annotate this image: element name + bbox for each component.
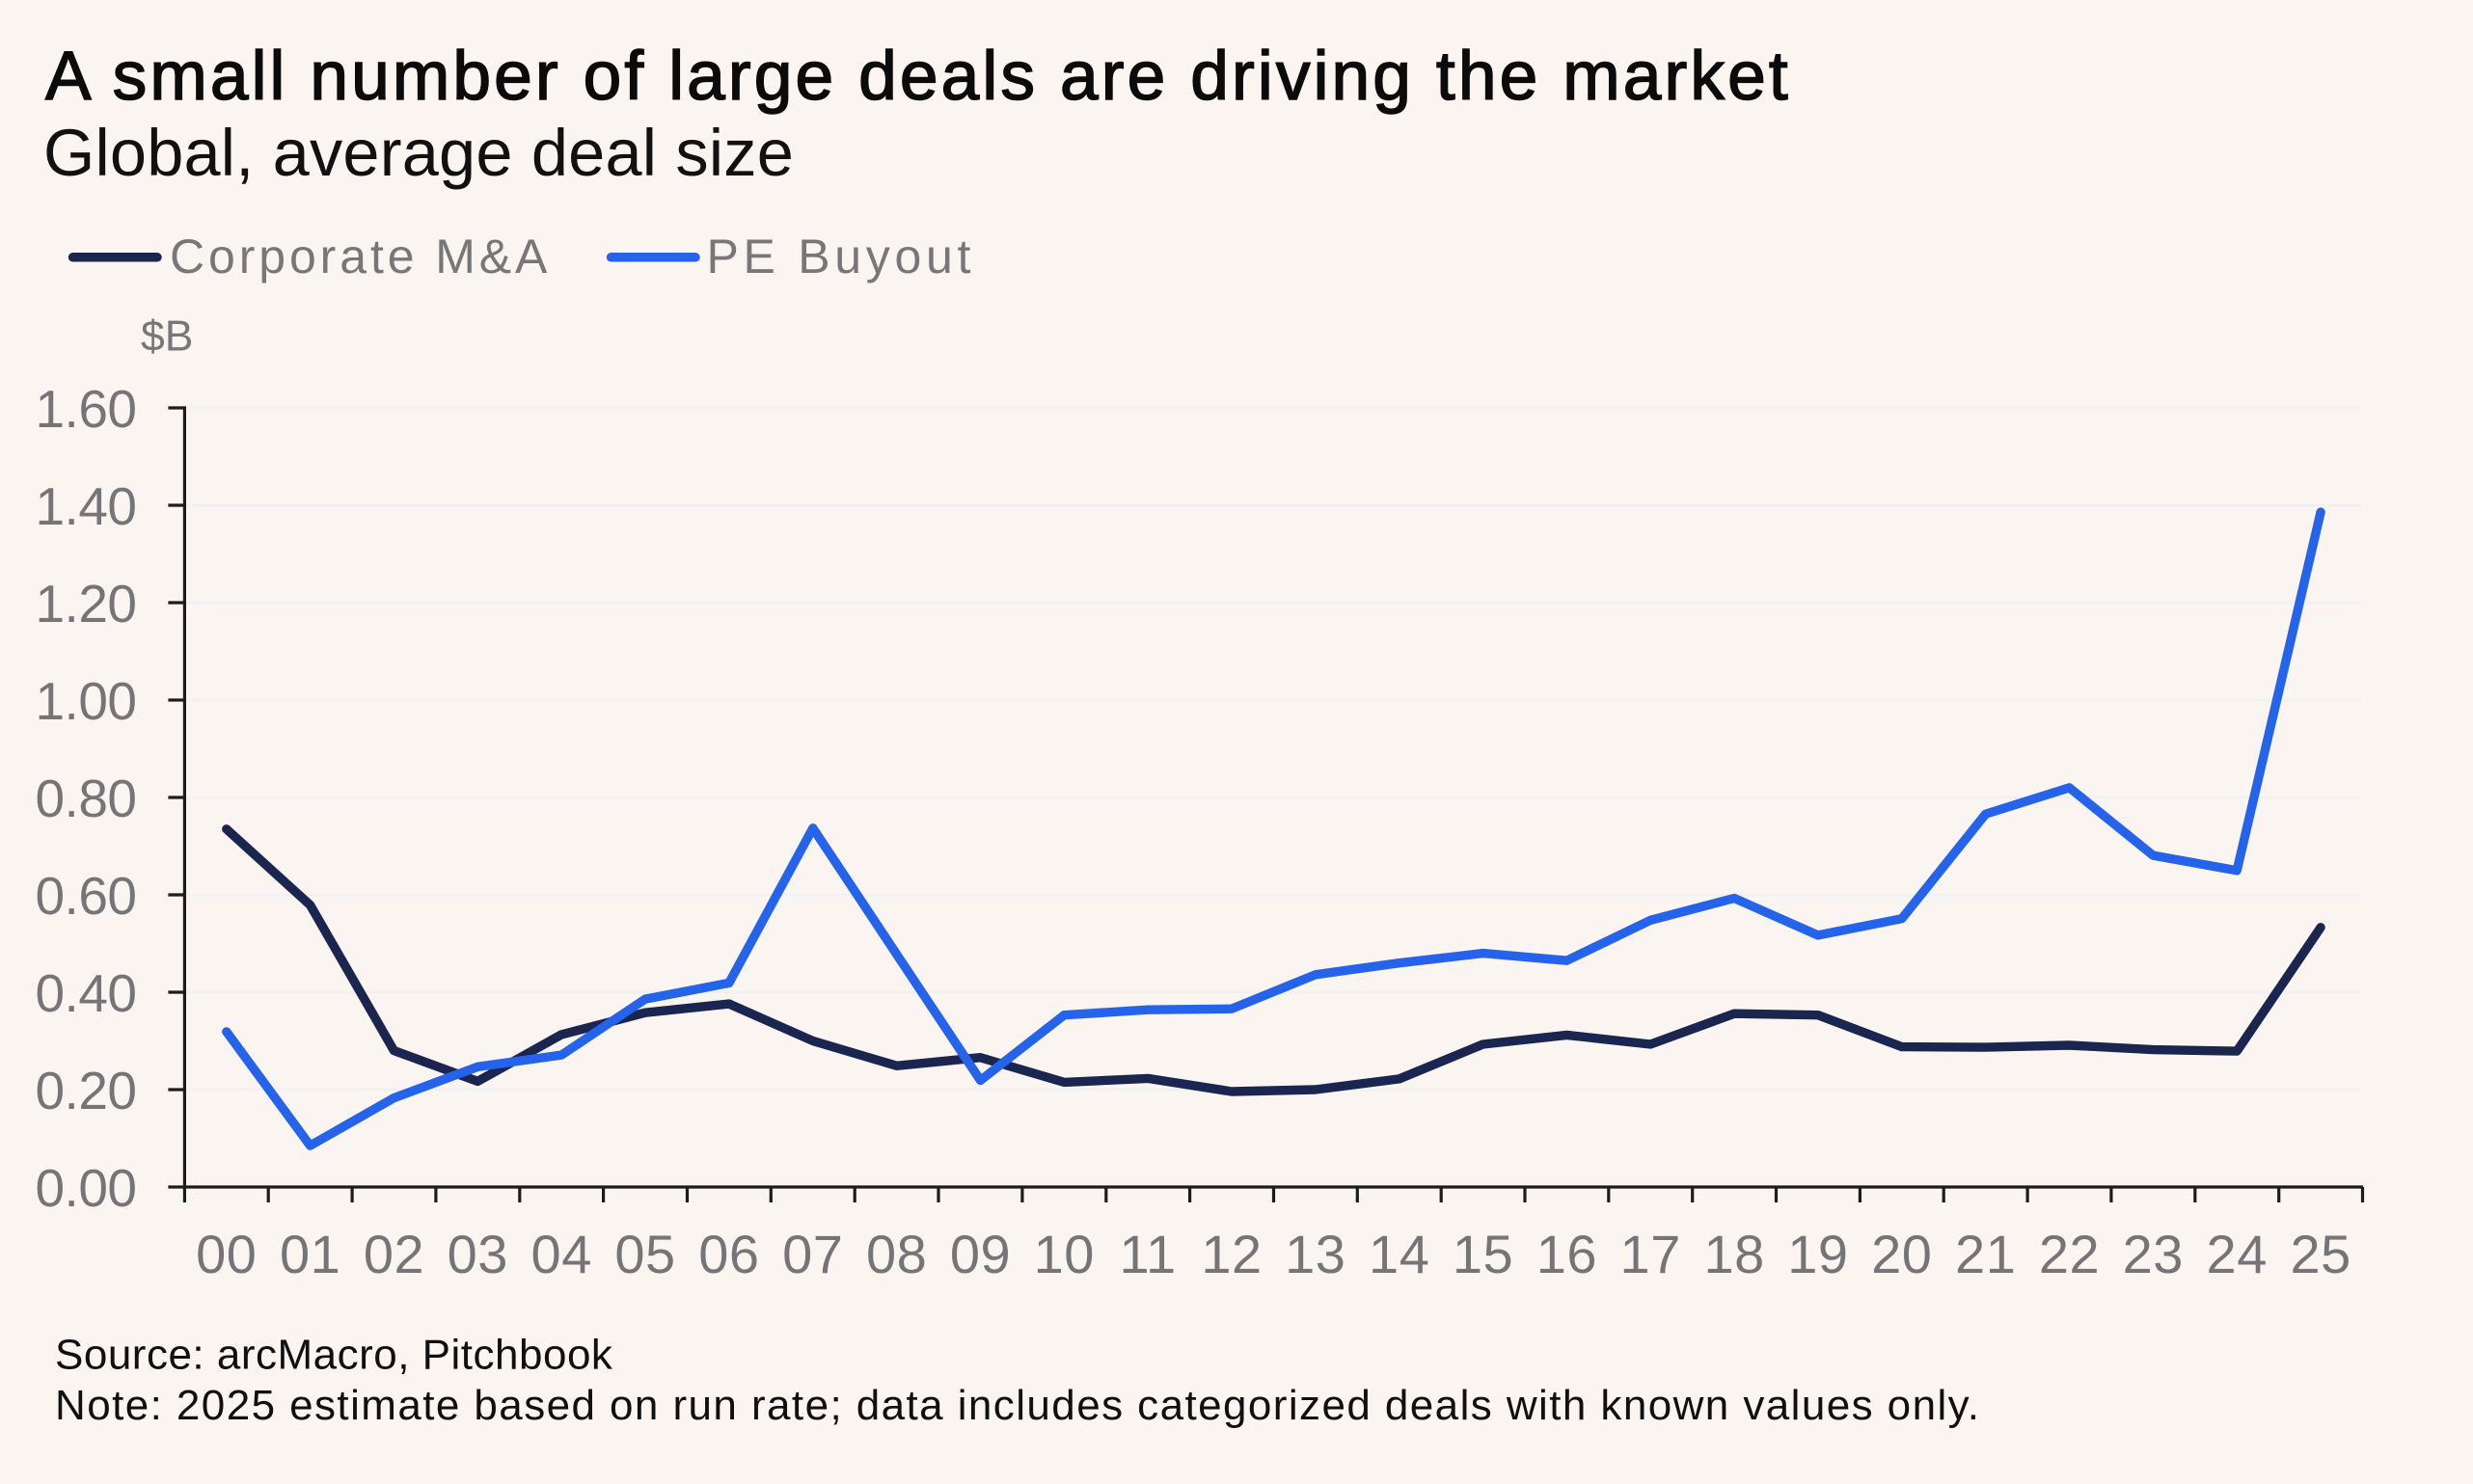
svg-text:19: 19 [1787, 1224, 1848, 1284]
svg-text:23: 23 [2123, 1224, 2184, 1284]
svg-text:05: 05 [614, 1224, 675, 1284]
svg-text:03: 03 [448, 1224, 508, 1284]
svg-text:10: 10 [1034, 1224, 1095, 1284]
svg-text:$B: $B [141, 313, 193, 361]
svg-text:04: 04 [531, 1224, 592, 1284]
svg-text:0.00: 0.00 [35, 1158, 136, 1218]
svg-text:09: 09 [950, 1224, 1011, 1284]
svg-text:08: 08 [866, 1224, 927, 1284]
svg-text:02: 02 [364, 1224, 424, 1284]
svg-text:15: 15 [1453, 1224, 1513, 1284]
svg-text:Note: 2025 estimate based on r: Note: 2025 estimate based on run rate; d… [55, 1382, 1980, 1429]
svg-text:1.20: 1.20 [35, 574, 136, 634]
svg-text:16: 16 [1536, 1224, 1597, 1284]
svg-text:PE Buyout: PE Buyout [707, 229, 976, 283]
svg-text:25: 25 [2290, 1224, 2351, 1284]
svg-text:17: 17 [1620, 1224, 1681, 1284]
svg-text:11: 11 [1120, 1224, 1177, 1284]
svg-text:14: 14 [1369, 1224, 1429, 1284]
svg-text:Corporate M&A: Corporate M&A [170, 229, 551, 283]
svg-text:0.60: 0.60 [35, 866, 136, 926]
svg-text:0.80: 0.80 [35, 769, 136, 828]
svg-text:A small number of large deals: A small number of large deals are drivin… [45, 38, 1791, 115]
svg-text:06: 06 [698, 1224, 759, 1284]
svg-text:24: 24 [2207, 1224, 2268, 1284]
svg-text:21: 21 [1955, 1224, 2016, 1284]
svg-text:0.20: 0.20 [35, 1061, 136, 1120]
svg-text:18: 18 [1703, 1224, 1764, 1284]
svg-text:1.00: 1.00 [35, 671, 136, 731]
svg-text:1.40: 1.40 [35, 476, 136, 536]
svg-text:12: 12 [1201, 1224, 1262, 1284]
svg-text:22: 22 [2039, 1224, 2100, 1284]
svg-text:20: 20 [1871, 1224, 1932, 1284]
svg-text:01: 01 [280, 1224, 340, 1284]
svg-text:13: 13 [1285, 1224, 1345, 1284]
svg-text:07: 07 [782, 1224, 843, 1284]
svg-text:0.40: 0.40 [35, 963, 136, 1023]
svg-text:Global, average deal size: Global, average deal size [43, 116, 794, 190]
svg-text:Source: arcMacro, Pitchbook: Source: arcMacro, Pitchbook [55, 1332, 613, 1379]
svg-text:00: 00 [196, 1224, 257, 1284]
svg-text:1.60: 1.60 [35, 379, 136, 439]
